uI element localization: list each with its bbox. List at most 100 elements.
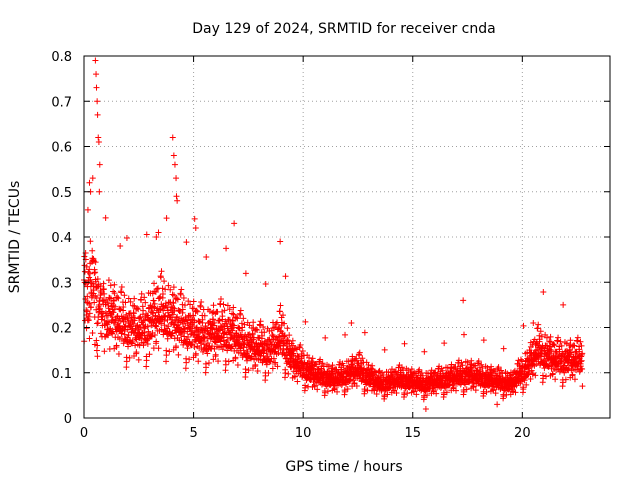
data-point: [373, 391, 380, 398]
data-point: [204, 339, 211, 346]
data-point: [353, 383, 360, 390]
data-point: [240, 315, 247, 322]
data-point: [229, 310, 236, 317]
data-point: [242, 270, 249, 277]
data-point: [159, 290, 166, 297]
data-point: [475, 358, 482, 365]
data-point: [220, 301, 227, 308]
data-point: [546, 338, 553, 345]
data-point: [571, 376, 578, 383]
data-point: [459, 362, 466, 369]
data-point: [155, 345, 162, 352]
data-point: [520, 386, 527, 393]
data-point: [138, 335, 145, 342]
data-point: [579, 350, 586, 357]
data-point: [578, 342, 585, 349]
data-point: [161, 313, 168, 320]
data-point: [85, 317, 92, 324]
grid: [84, 56, 610, 418]
data-point: [95, 134, 102, 141]
data-point: [131, 295, 138, 302]
data-point: [95, 320, 102, 327]
data-point: [260, 324, 267, 331]
data-point: [105, 319, 112, 326]
x-tick-label: 10: [295, 426, 312, 441]
data-point: [201, 312, 208, 319]
data-point: [118, 289, 125, 296]
data-point: [163, 352, 170, 359]
data-point: [184, 345, 191, 352]
data-point: [401, 340, 408, 347]
data-point: [241, 321, 248, 328]
data-point: [110, 288, 117, 295]
data-point: [201, 334, 208, 341]
data-point: [441, 340, 448, 347]
data-point: [432, 369, 439, 376]
data-point: [181, 302, 188, 309]
data-point: [231, 220, 238, 227]
data-point: [348, 358, 355, 365]
y-tick-label: 0.3: [51, 276, 72, 291]
data-point: [274, 363, 281, 370]
data-point: [94, 98, 101, 105]
data-point: [307, 377, 314, 384]
data-point: [252, 361, 259, 368]
data-point: [99, 310, 106, 317]
data-point: [81, 268, 88, 275]
data-point: [254, 326, 261, 333]
data-point: [191, 317, 198, 324]
data-point: [89, 175, 96, 182]
data-point: [173, 343, 180, 350]
data-point: [230, 311, 237, 318]
data-point: [240, 347, 247, 354]
data-point: [148, 333, 155, 340]
data-point: [100, 280, 107, 287]
data-point: [222, 367, 229, 374]
data-point: [277, 238, 284, 245]
data-point: [224, 347, 231, 354]
data-point: [243, 357, 250, 364]
data-point: [157, 293, 164, 300]
data-point: [127, 298, 134, 305]
data-point: [142, 299, 149, 306]
data-point: [221, 330, 228, 337]
data-point: [381, 346, 388, 353]
data-point: [344, 386, 351, 393]
data-point: [224, 302, 231, 309]
data-point: [268, 327, 275, 334]
data-point: [234, 315, 241, 322]
data-point: [179, 306, 186, 313]
data-point: [86, 179, 93, 186]
data-point: [233, 314, 240, 321]
data-point: [277, 302, 284, 309]
data-point: [152, 322, 159, 329]
data-point: [208, 325, 215, 332]
data-point: [521, 377, 528, 384]
data-point: [159, 285, 166, 292]
data-point: [257, 318, 264, 325]
data-point: [151, 280, 158, 287]
data-point: [177, 291, 184, 298]
axis-ticks: [83, 55, 610, 419]
data-point: [216, 317, 223, 324]
data-point: [338, 366, 345, 373]
data-point: [537, 328, 544, 335]
data-point: [530, 319, 537, 326]
data-point: [104, 299, 111, 306]
y-tick-label: 0.1: [51, 367, 72, 382]
data-point: [113, 342, 120, 349]
data-point: [197, 303, 204, 310]
data-point: [123, 364, 130, 371]
data-point: [101, 348, 108, 355]
y-tick-label: 0.8: [51, 50, 72, 65]
data-point: [96, 298, 103, 305]
data-point: [220, 337, 227, 344]
data-point: [84, 293, 91, 300]
data-point: [269, 365, 276, 372]
data-point: [254, 367, 261, 374]
data-point: [302, 384, 309, 391]
data-point: [452, 364, 459, 371]
data-point: [84, 206, 91, 213]
data-point: [503, 391, 510, 398]
data-point: [272, 320, 279, 327]
